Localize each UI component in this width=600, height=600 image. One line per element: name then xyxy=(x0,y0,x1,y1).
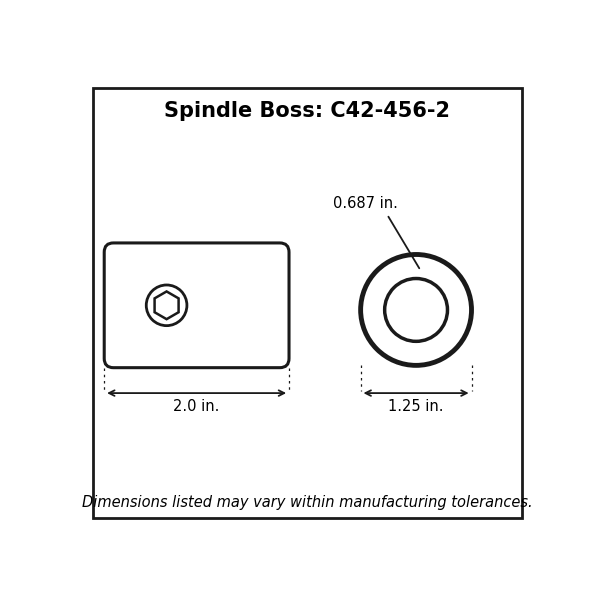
FancyBboxPatch shape xyxy=(104,243,289,368)
Text: 0.687 in.: 0.687 in. xyxy=(333,196,398,211)
Circle shape xyxy=(146,285,187,326)
Text: Spindle Boss: C42-456-2: Spindle Boss: C42-456-2 xyxy=(164,101,451,121)
FancyBboxPatch shape xyxy=(92,88,523,518)
Text: Dimensions listed may vary within manufacturing tolerances.: Dimensions listed may vary within manufa… xyxy=(82,495,533,510)
Text: 2.0 in.: 2.0 in. xyxy=(173,400,220,415)
Circle shape xyxy=(385,278,448,341)
Polygon shape xyxy=(155,292,179,319)
Text: 1.25 in.: 1.25 in. xyxy=(388,400,444,415)
Circle shape xyxy=(361,254,472,365)
